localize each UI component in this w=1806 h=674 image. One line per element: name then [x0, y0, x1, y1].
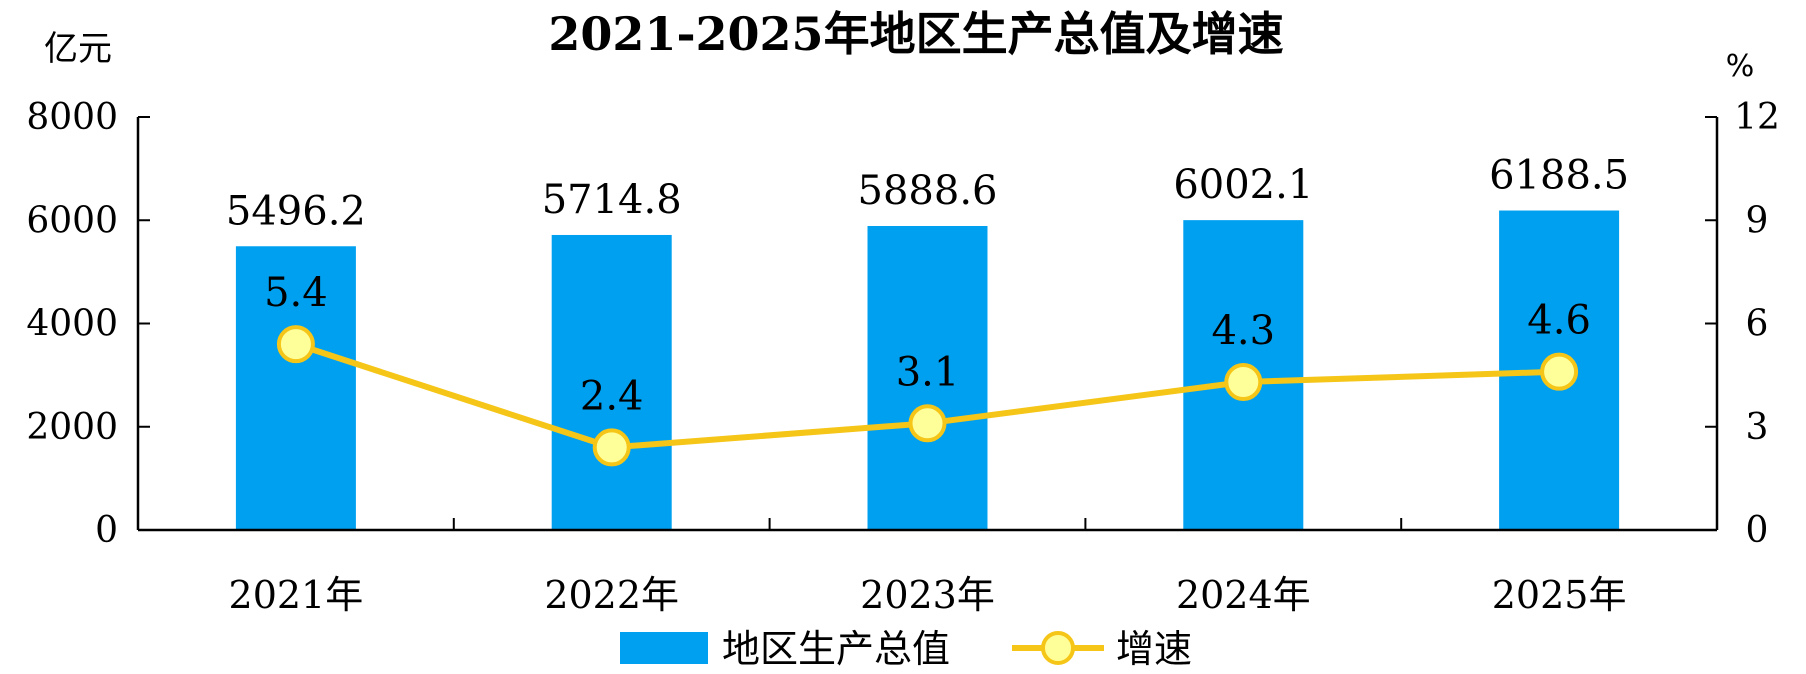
bar-value-label: 5714.8 [542, 177, 682, 223]
left-tick-label: 0 [95, 510, 118, 551]
right-tick-label: 12 [1734, 97, 1780, 138]
category-label: 2023年 [860, 573, 995, 617]
category-label: 2025年 [1492, 573, 1627, 617]
growth-value-label: 2.4 [580, 373, 644, 419]
right-axis-unit: % [1726, 49, 1755, 84]
right-tick-label: 0 [1746, 510, 1769, 551]
right-tick-label: 6 [1746, 304, 1769, 345]
left-tick-label: 4000 [26, 304, 118, 345]
growth-value-label: 3.1 [896, 349, 960, 395]
left-axis-unit: 亿元 [44, 29, 112, 69]
category-label: 2024年 [1176, 573, 1311, 617]
growth-point [908, 404, 947, 443]
bar-value-label: 5496.2 [226, 188, 366, 234]
legend-bar-label: 地区生产总值 [722, 627, 950, 671]
left-tick-label: 8000 [26, 97, 118, 138]
growth-value-label: 5.4 [264, 270, 328, 316]
legend: 地区生产总值 增速 [620, 627, 1192, 671]
growth-point [1224, 363, 1263, 402]
left-tick-label: 6000 [26, 200, 118, 241]
line-series [276, 325, 1579, 467]
growth-value-label: 4.6 [1527, 298, 1591, 344]
bar [867, 226, 988, 530]
bar-value-label: 6188.5 [1489, 153, 1629, 199]
data-labels: 5496.2 5714.8 5888.6 6002.1 6188.5 5.4 2.4 3.1 4… [226, 153, 1629, 420]
category-label: 2022年 [544, 573, 679, 617]
chart-title: 2021-2025年地区生产总值及增速 [548, 7, 1283, 61]
right-tick-label: 9 [1746, 200, 1769, 241]
right-tick-label: 3 [1746, 407, 1769, 448]
growth-value-label: 4.3 [1211, 308, 1275, 354]
growth-point [592, 428, 631, 467]
legend-bar-swatch [620, 632, 708, 664]
bar-value-label: 5888.6 [858, 168, 998, 214]
left-tick-label: 2000 [26, 407, 118, 448]
growth-point [276, 325, 315, 364]
axes: 0 2000 4000 6000 8000 0 3 6 9 12 2021年 2022年 2023年 20… [26, 97, 1780, 617]
category-label: 2021年 [229, 573, 364, 617]
bar [235, 246, 356, 531]
bar-value-label: 6002.1 [1173, 162, 1313, 208]
legend-line-label: 增速 [1116, 627, 1192, 671]
legend-line-marker [1041, 631, 1075, 665]
bar [551, 234, 672, 530]
growth-point [1540, 352, 1579, 391]
